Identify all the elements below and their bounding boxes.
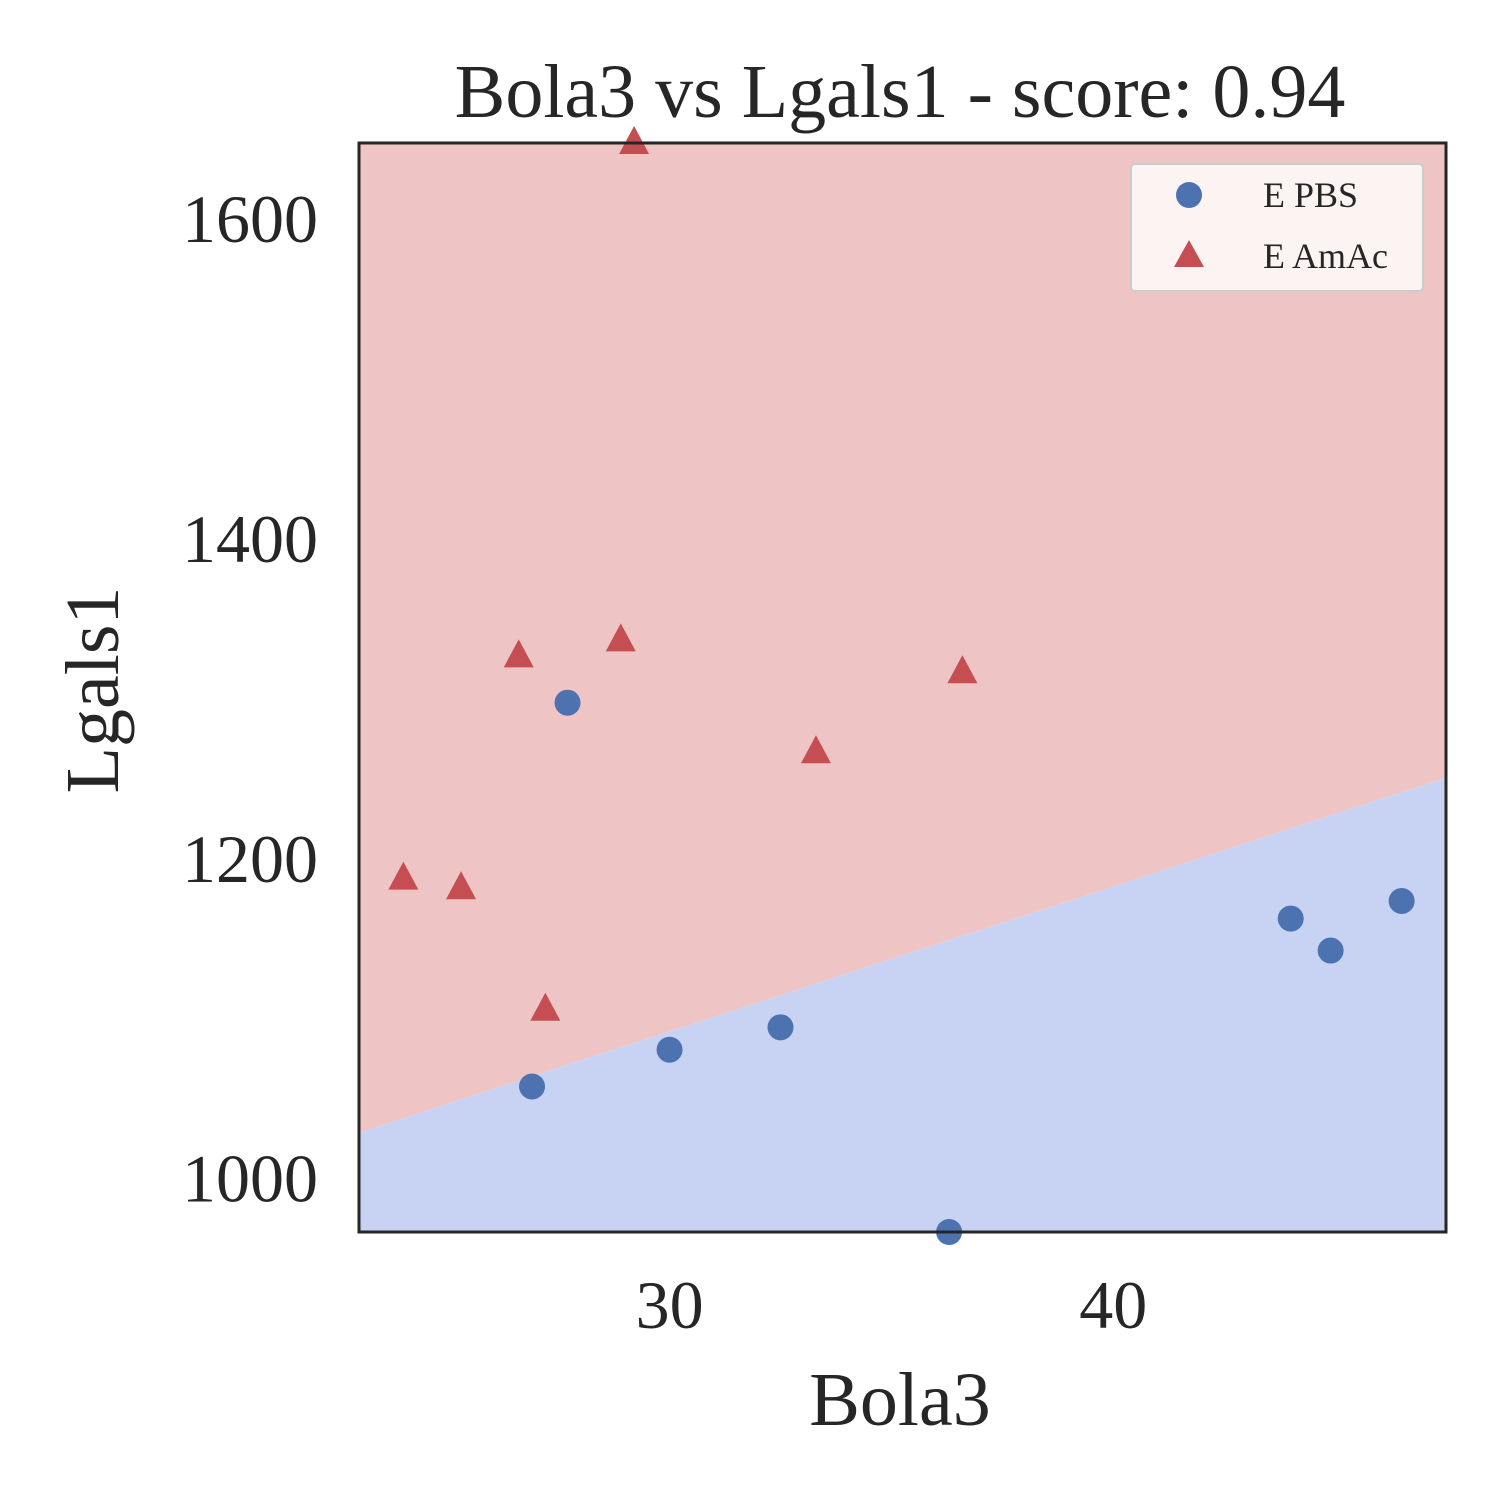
- region-e-amac: [359, 143, 1446, 1133]
- legend-box: [1130, 163, 1424, 292]
- y-tick-label-1000: 1000: [182, 1141, 318, 1217]
- point-e-pbs-3: [767, 1014, 794, 1041]
- x-tick-label-40: 40: [1079, 1267, 1147, 1343]
- point-e-amac-7: [530, 992, 561, 1021]
- plot-frame: [357, 141, 1448, 1234]
- legend: E PBS E AmAc: [1130, 163, 1424, 292]
- legend-marker-e-amac: [1174, 240, 1204, 267]
- point-e-pbs-7: [1388, 887, 1415, 914]
- point-e-amac-3: [800, 735, 831, 764]
- y-axis-ticks: 1000 1200 1400 1600: [182, 181, 318, 1216]
- legend-label-e-pbs: E PBS: [1263, 175, 1358, 215]
- point-e-amac-5: [388, 861, 419, 890]
- legend-marker-e-pbs: [1176, 182, 1202, 208]
- point-e-pbs-1: [519, 1073, 546, 1100]
- data-points: [388, 126, 1415, 1245]
- point-e-amac-4: [947, 655, 978, 684]
- chart-title: Bola3 vs Lgals1 - score: 0.94: [455, 50, 1346, 134]
- point-e-amac-2: [605, 623, 636, 652]
- point-e-pbs-0: [554, 689, 581, 716]
- decision-regions: [359, 143, 1446, 1232]
- point-e-pbs-2: [656, 1036, 683, 1063]
- point-e-amac-0: [619, 126, 650, 154]
- x-tick-label-30: 30: [636, 1267, 704, 1343]
- y-tick-label-1400: 1400: [182, 501, 318, 577]
- x-axis-ticks: 30 40: [636, 1267, 1148, 1343]
- y-tick-label-1200: 1200: [182, 821, 318, 897]
- point-e-pbs-6: [1317, 937, 1344, 964]
- region-e-pbs: [359, 777, 1446, 1232]
- y-tick-label-1600: 1600: [182, 181, 318, 257]
- legend-label-e-amac: E AmAc: [1263, 236, 1388, 276]
- x-axis-label: Bola3: [809, 1358, 991, 1442]
- point-e-amac-6: [446, 871, 477, 900]
- y-axis-label: Lgals1: [51, 587, 135, 794]
- point-e-amac-1: [503, 639, 534, 668]
- point-e-pbs-5: [1277, 905, 1304, 932]
